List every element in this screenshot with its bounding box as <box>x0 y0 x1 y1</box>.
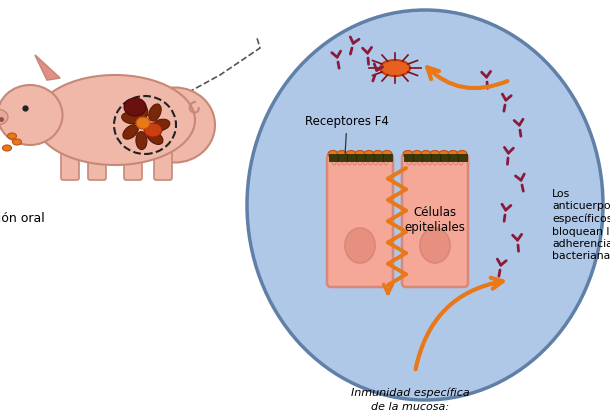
Ellipse shape <box>412 155 417 165</box>
FancyBboxPatch shape <box>124 148 142 180</box>
Ellipse shape <box>403 150 413 157</box>
Ellipse shape <box>430 150 440 157</box>
Ellipse shape <box>342 155 346 165</box>
Ellipse shape <box>363 155 367 165</box>
Bar <box>365 154 373 161</box>
Ellipse shape <box>332 155 336 165</box>
Text: Vacunación oral: Vacunación oral <box>0 212 45 225</box>
Bar <box>458 154 467 161</box>
Ellipse shape <box>438 155 442 165</box>
FancyBboxPatch shape <box>61 148 79 180</box>
FancyBboxPatch shape <box>402 154 468 287</box>
Bar <box>382 154 392 161</box>
Ellipse shape <box>152 119 170 131</box>
Ellipse shape <box>368 155 373 165</box>
FancyBboxPatch shape <box>88 148 106 180</box>
Ellipse shape <box>136 117 150 129</box>
Ellipse shape <box>357 155 362 165</box>
Ellipse shape <box>147 131 163 145</box>
Ellipse shape <box>337 150 347 157</box>
Ellipse shape <box>428 155 432 165</box>
Ellipse shape <box>124 98 146 116</box>
Ellipse shape <box>347 155 352 165</box>
Ellipse shape <box>247 10 603 400</box>
Polygon shape <box>35 55 60 80</box>
Ellipse shape <box>420 228 450 263</box>
Ellipse shape <box>121 112 140 124</box>
Ellipse shape <box>0 85 62 145</box>
Ellipse shape <box>380 60 410 76</box>
Text: Los
anticuerpos
específicos
bloquean la
adherencia
bacteriana: Los anticuerpos específicos bloquean la … <box>552 189 610 261</box>
Bar <box>448 154 458 161</box>
Text: Receptores F4: Receptores F4 <box>305 115 389 153</box>
Ellipse shape <box>7 133 16 139</box>
Ellipse shape <box>0 109 8 125</box>
FancyArrowPatch shape <box>415 278 503 369</box>
Ellipse shape <box>35 75 195 165</box>
Ellipse shape <box>355 150 365 157</box>
Ellipse shape <box>364 150 374 157</box>
Ellipse shape <box>346 150 356 157</box>
Ellipse shape <box>328 150 338 157</box>
Ellipse shape <box>439 150 449 157</box>
Ellipse shape <box>382 150 392 157</box>
Ellipse shape <box>459 155 463 165</box>
Ellipse shape <box>384 155 388 165</box>
Ellipse shape <box>379 155 383 165</box>
Ellipse shape <box>412 150 422 157</box>
Ellipse shape <box>373 150 383 157</box>
Ellipse shape <box>443 155 448 165</box>
FancyBboxPatch shape <box>327 154 393 287</box>
Ellipse shape <box>353 155 357 165</box>
Bar <box>403 154 412 161</box>
Ellipse shape <box>407 155 411 165</box>
Bar <box>439 154 448 161</box>
Bar <box>412 154 422 161</box>
Ellipse shape <box>454 155 458 165</box>
Bar <box>346 154 356 161</box>
Ellipse shape <box>135 87 215 162</box>
Ellipse shape <box>422 155 427 165</box>
Text: Inmunidad específica
de la mucosa:
Anticuerpos Anti-F4: Inmunidad específica de la mucosa: Antic… <box>351 388 469 412</box>
Text: Células
epiteliales: Células epiteliales <box>404 206 465 234</box>
Bar <box>337 154 346 161</box>
FancyArrowPatch shape <box>427 67 508 88</box>
Ellipse shape <box>2 145 12 151</box>
Ellipse shape <box>136 131 147 150</box>
Bar <box>356 154 365 161</box>
Bar <box>373 154 382 161</box>
Ellipse shape <box>123 125 138 139</box>
Ellipse shape <box>12 139 21 145</box>
Ellipse shape <box>421 150 431 157</box>
Bar <box>431 154 439 161</box>
Ellipse shape <box>373 155 378 165</box>
Ellipse shape <box>135 101 148 118</box>
Ellipse shape <box>448 155 453 165</box>
Ellipse shape <box>149 104 161 121</box>
Ellipse shape <box>457 150 467 157</box>
Bar <box>329 154 337 161</box>
Ellipse shape <box>345 228 375 263</box>
Ellipse shape <box>432 155 437 165</box>
Ellipse shape <box>144 123 162 137</box>
Bar <box>422 154 431 161</box>
Ellipse shape <box>417 155 422 165</box>
Ellipse shape <box>337 155 342 165</box>
Ellipse shape <box>448 150 458 157</box>
FancyBboxPatch shape <box>154 148 172 180</box>
